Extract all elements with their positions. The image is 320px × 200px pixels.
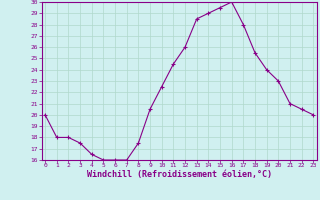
X-axis label: Windchill (Refroidissement éolien,°C): Windchill (Refroidissement éolien,°C): [87, 170, 272, 179]
